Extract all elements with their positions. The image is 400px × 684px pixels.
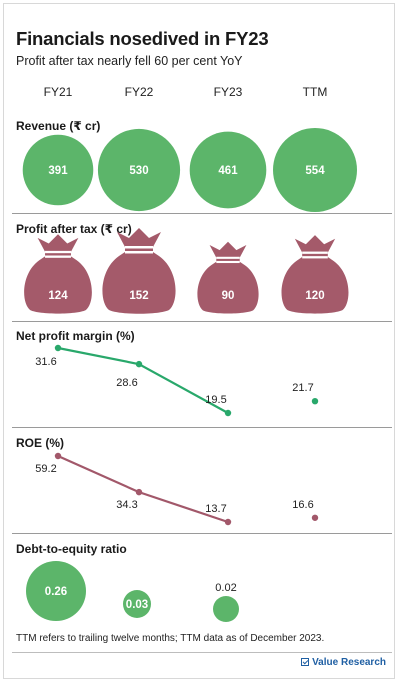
divider-pat xyxy=(12,321,392,322)
money-bag-body xyxy=(197,257,259,314)
money-bag-body xyxy=(281,252,349,314)
roe-value-label: 16.6 xyxy=(292,499,313,511)
roe-value-label: 59.2 xyxy=(35,463,56,475)
npm-value-label: 19.5 xyxy=(205,394,226,406)
npm-point xyxy=(224,409,232,417)
brand-check-icon xyxy=(301,658,310,666)
divider-npm xyxy=(12,427,392,428)
money-bag-top xyxy=(294,235,336,253)
money-bag-band xyxy=(216,256,240,259)
divider-revenue xyxy=(12,213,392,214)
period-label-fy23: FY23 xyxy=(213,85,243,99)
de-bubble xyxy=(26,561,86,621)
money-bag-icon xyxy=(281,235,349,314)
money-bag-band xyxy=(125,246,153,249)
money-bag-icon xyxy=(102,228,176,314)
brand-logo: Value Research xyxy=(301,657,386,668)
de-value-label: 0.02 xyxy=(215,582,236,594)
revenue-bubble xyxy=(273,128,357,212)
chart-title: Financials nosedived in FY23 xyxy=(16,28,269,49)
pat-value-label: 124 xyxy=(48,290,68,302)
brand-name: Value Research xyxy=(312,657,386,668)
npm-point xyxy=(135,360,143,368)
pat-section-title: Profit after tax (₹ cr) xyxy=(16,222,132,236)
chart-subtitle: Profit after tax nearly fell 60 per cent… xyxy=(16,54,243,68)
de-bubble xyxy=(213,596,239,622)
de-section-title: Debt-to-equity ratio xyxy=(16,542,127,556)
npm-series-line xyxy=(57,346,229,414)
revenue-bubble xyxy=(97,128,181,212)
roe-point xyxy=(311,514,319,521)
money-bag-band xyxy=(216,260,240,264)
revenue-bubble xyxy=(22,134,94,206)
roe-point xyxy=(54,452,62,460)
period-label-fy21: FY21 xyxy=(43,85,73,99)
npm-value-label: 21.7 xyxy=(292,382,313,394)
money-bag-icon xyxy=(24,234,92,314)
money-bag-body xyxy=(24,251,92,314)
npm-point xyxy=(311,397,319,405)
revenue-value-label: 391 xyxy=(48,165,68,177)
money-bag-top xyxy=(117,228,161,247)
infographic-frame xyxy=(3,3,395,679)
pat-value-label: 90 xyxy=(222,290,235,302)
de-value-label: 0.03 xyxy=(126,599,148,611)
money-bag-icon xyxy=(197,241,259,314)
roe-section-title: ROE (%) xyxy=(16,436,64,450)
money-bag-band xyxy=(125,251,153,254)
npm-section-title: Net profit margin (%) xyxy=(16,329,135,343)
money-bag-band xyxy=(302,251,328,254)
period-label-fy22: FY22 xyxy=(124,85,154,99)
roe-series-line xyxy=(57,454,229,524)
divider-roe xyxy=(12,533,392,534)
pat-value-label: 152 xyxy=(129,290,148,302)
roe-point xyxy=(135,488,143,496)
revenue-value-label: 530 xyxy=(129,165,148,177)
footer-divider xyxy=(12,652,392,653)
de-bubble xyxy=(123,590,151,618)
money-bag-top xyxy=(37,234,79,252)
revenue-value-label: 461 xyxy=(218,165,238,177)
npm-value-label: 31.6 xyxy=(35,356,56,368)
roe-value-label: 34.3 xyxy=(116,499,137,511)
footnote: TTM refers to trailing twelve months; TT… xyxy=(16,633,325,644)
money-bag-band xyxy=(45,255,71,258)
roe-point xyxy=(224,518,232,526)
de-value-label: 0.26 xyxy=(45,586,67,598)
revenue-section-title: Revenue (₹ cr) xyxy=(16,119,101,133)
roe-value-label: 13.7 xyxy=(205,503,226,515)
pat-value-label: 120 xyxy=(305,290,324,302)
revenue-bubble xyxy=(189,131,267,209)
money-bag-band xyxy=(45,250,71,254)
revenue-value-label: 554 xyxy=(305,165,325,177)
period-label-ttm: TTM xyxy=(302,85,328,99)
npm-value-label: 28.6 xyxy=(116,377,137,389)
money-bag-band xyxy=(302,256,328,259)
npm-point xyxy=(54,344,62,352)
money-bag-body xyxy=(102,247,176,314)
money-bag-top xyxy=(209,241,247,258)
